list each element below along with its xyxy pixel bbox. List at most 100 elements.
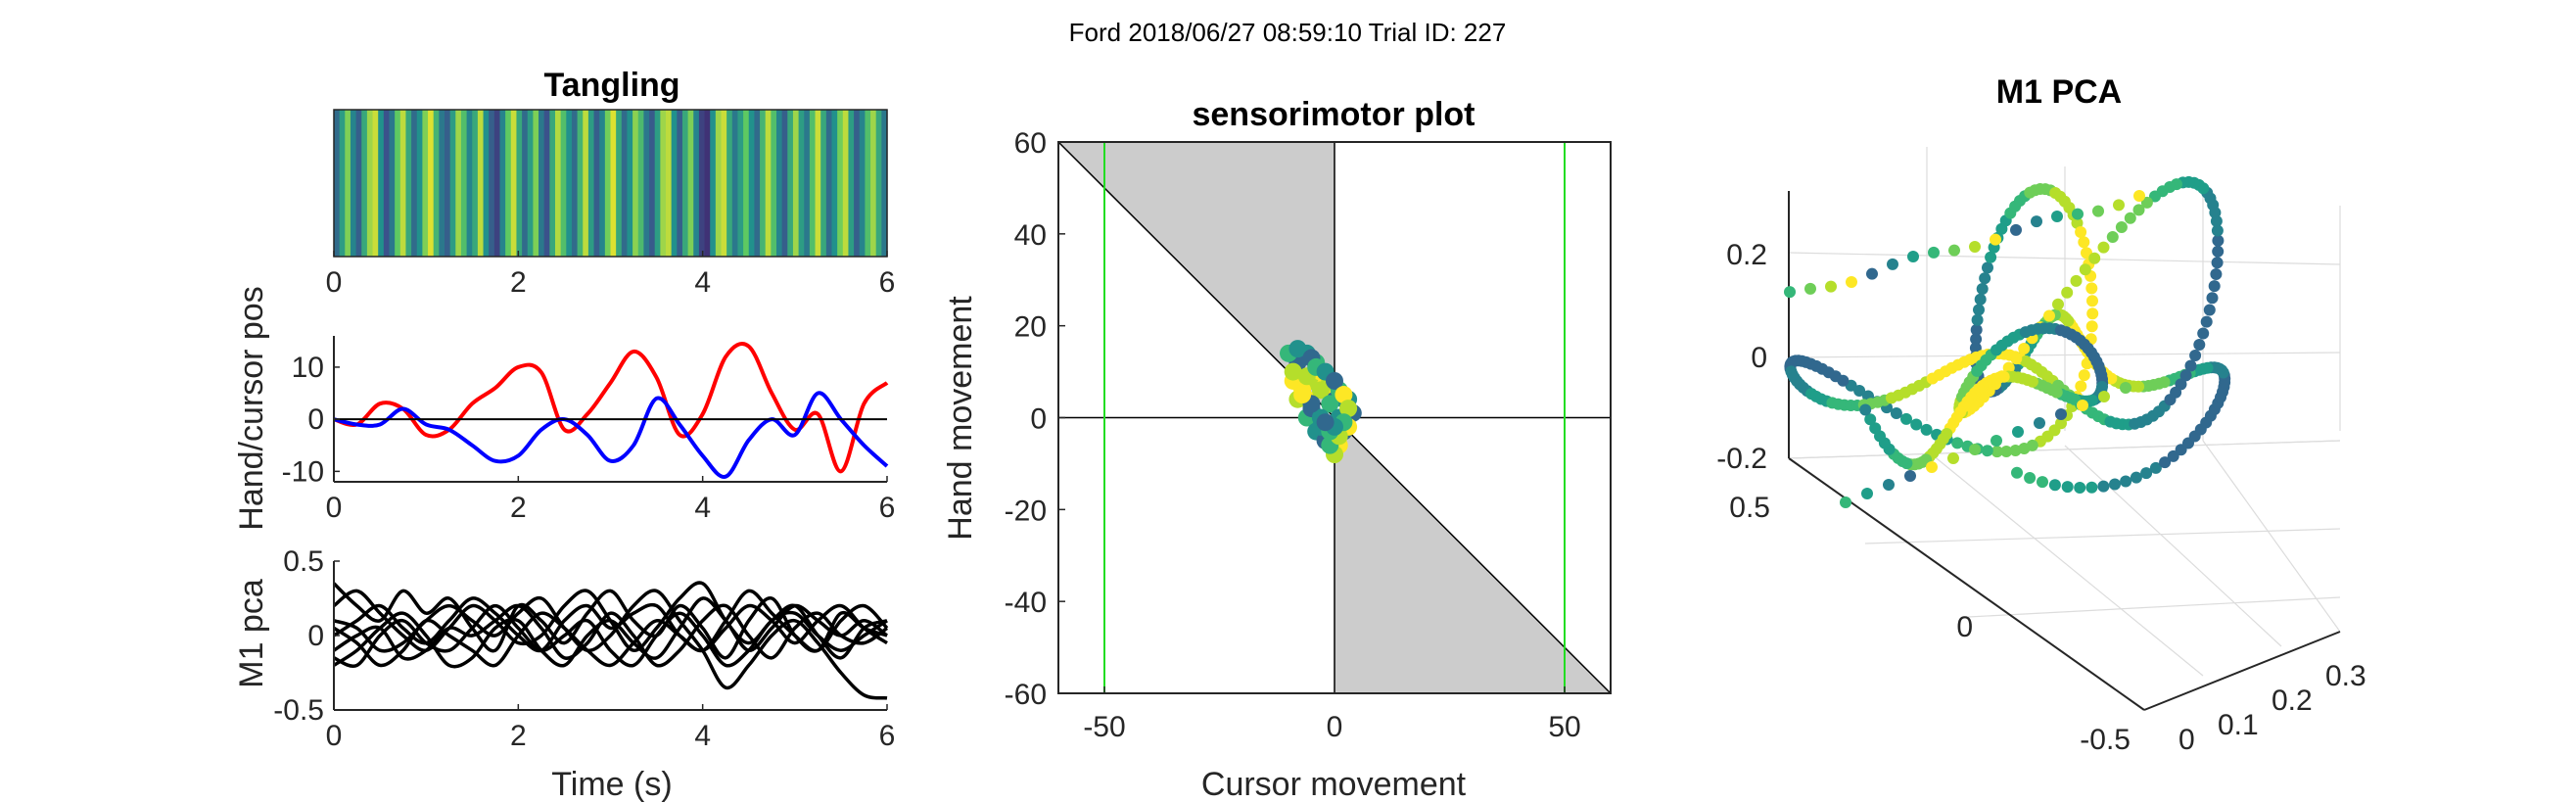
tangling-band	[399, 110, 407, 257]
tangling-band	[466, 110, 473, 257]
tangling-band	[654, 110, 661, 257]
hand-cursor-x-ticks: 0 2 4 6	[326, 476, 896, 524]
pca-3d-point	[2175, 378, 2187, 391]
tangling-band	[715, 110, 723, 257]
tangling-band	[837, 110, 844, 257]
x-tick-label: 0	[326, 720, 343, 752]
pca-3d-point	[2074, 482, 2086, 494]
pca-3d-point	[1982, 261, 1993, 274]
sensorimotor-points	[1280, 340, 1362, 464]
y-tick-label: 60	[1014, 127, 1047, 160]
tangling-band	[411, 110, 418, 257]
pca-3d-point	[1840, 496, 1851, 508]
x-tick-label: 0.1	[2218, 709, 2259, 741]
x-tick-label: 6	[879, 492, 896, 524]
y-tick-label: 0	[307, 620, 324, 652]
x-tick-label: 4	[694, 492, 711, 524]
x-tick-label: 0.3	[2325, 660, 2366, 692]
m1-pca-lines	[332, 581, 889, 700]
pca-3d-point	[2075, 380, 2087, 393]
pca-3d-point	[2206, 292, 2219, 305]
pca-3d-point	[2002, 361, 2015, 374]
pca-3d-point	[2012, 426, 2024, 438]
y-tick-label: -60	[1005, 679, 1047, 711]
tangling-band	[533, 110, 539, 257]
tangling-band	[726, 110, 733, 257]
tangling-band	[355, 110, 362, 257]
x-tick-label: 2	[510, 492, 527, 524]
tangling-band	[865, 110, 871, 257]
pca-3d-point	[2061, 286, 2074, 299]
tangling-heatmap	[334, 110, 888, 257]
x-tick-label: 50	[1548, 711, 1580, 743]
tangling-band	[560, 110, 567, 257]
tangling-band	[687, 110, 694, 257]
tangling-band	[389, 110, 396, 257]
pca-3d-point	[2149, 190, 2161, 203]
figure-suptitle: Ford 2018/06/27 08:59:10 Trial ID: 227	[1069, 18, 1507, 47]
pca-3d-point	[1991, 435, 2002, 447]
pca-3d-point	[1970, 333, 1983, 346]
pca-3d-point	[2018, 343, 2031, 354]
tangling-band	[483, 110, 490, 257]
pca-3d-point	[2097, 241, 2110, 254]
tangling-band	[748, 110, 755, 257]
tangling-band	[704, 110, 711, 257]
pca-3d-point	[2077, 400, 2088, 411]
tangling-band	[754, 110, 761, 257]
pca-3d-point	[1928, 246, 1940, 259]
pca-3d-point	[1979, 272, 1991, 285]
tangling-band	[522, 110, 529, 257]
tangling-band	[649, 110, 656, 257]
pca-3d-point	[2052, 298, 2064, 310]
series-line	[333, 603, 889, 668]
pca-3d-point	[2211, 257, 2224, 269]
pca-3d-point	[1861, 488, 1873, 499]
pca-3d-point	[1985, 251, 1997, 263]
tangling-band	[792, 110, 800, 257]
pca-3d-point	[2011, 466, 2023, 479]
pca-3d-point	[1990, 233, 2001, 246]
pca-3d-point	[2086, 307, 2099, 320]
tangling-band	[593, 110, 600, 257]
tangling-band	[378, 110, 385, 257]
hand-cursor-ylabel: Hand/cursor pos	[233, 286, 270, 530]
pca-3d-point	[2203, 304, 2216, 316]
tangling-band	[859, 110, 866, 257]
tangling-band	[339, 110, 346, 257]
tangling-band	[881, 110, 888, 257]
series-line	[333, 391, 889, 479]
pca-3d-point	[2212, 234, 2225, 247]
pca-3d-point	[2037, 476, 2048, 489]
m1-pca-3d-z-ticks: 0.2 0 -0.2	[1716, 239, 1767, 475]
tangling-band	[870, 110, 877, 257]
tangling-title: Tangling	[543, 67, 679, 104]
pca-3d-point	[2197, 327, 2210, 340]
tangling-band	[350, 110, 357, 257]
sensorimotor-xlabel: Cursor movement	[1201, 766, 1467, 803]
pca-3d-point	[1784, 286, 1796, 299]
tangling-band	[743, 110, 750, 257]
pca-3d-point	[1866, 267, 1878, 280]
tangling-band	[543, 110, 550, 257]
pca-3d-point	[2048, 479, 2061, 492]
pca-3d-point	[2179, 369, 2192, 382]
pca-3d-point	[1887, 258, 1898, 270]
pca-3d-point	[2010, 353, 2023, 365]
pca-3d-point	[2072, 208, 2084, 220]
pca-3d-point	[1947, 452, 1959, 464]
tangling-band	[439, 110, 445, 257]
tangling-band	[599, 110, 606, 257]
sensorimotor-point	[1288, 340, 1307, 358]
sensorimotor-point	[1326, 371, 1343, 390]
tangling-band	[637, 110, 644, 257]
tangling-band	[760, 110, 767, 257]
pca-3d-point	[2140, 467, 2153, 480]
pca-3d-point	[2086, 295, 2098, 307]
series-line	[333, 603, 888, 668]
pca-3d-point	[2140, 196, 2153, 209]
series-line	[333, 596, 889, 669]
series-line	[333, 589, 889, 668]
